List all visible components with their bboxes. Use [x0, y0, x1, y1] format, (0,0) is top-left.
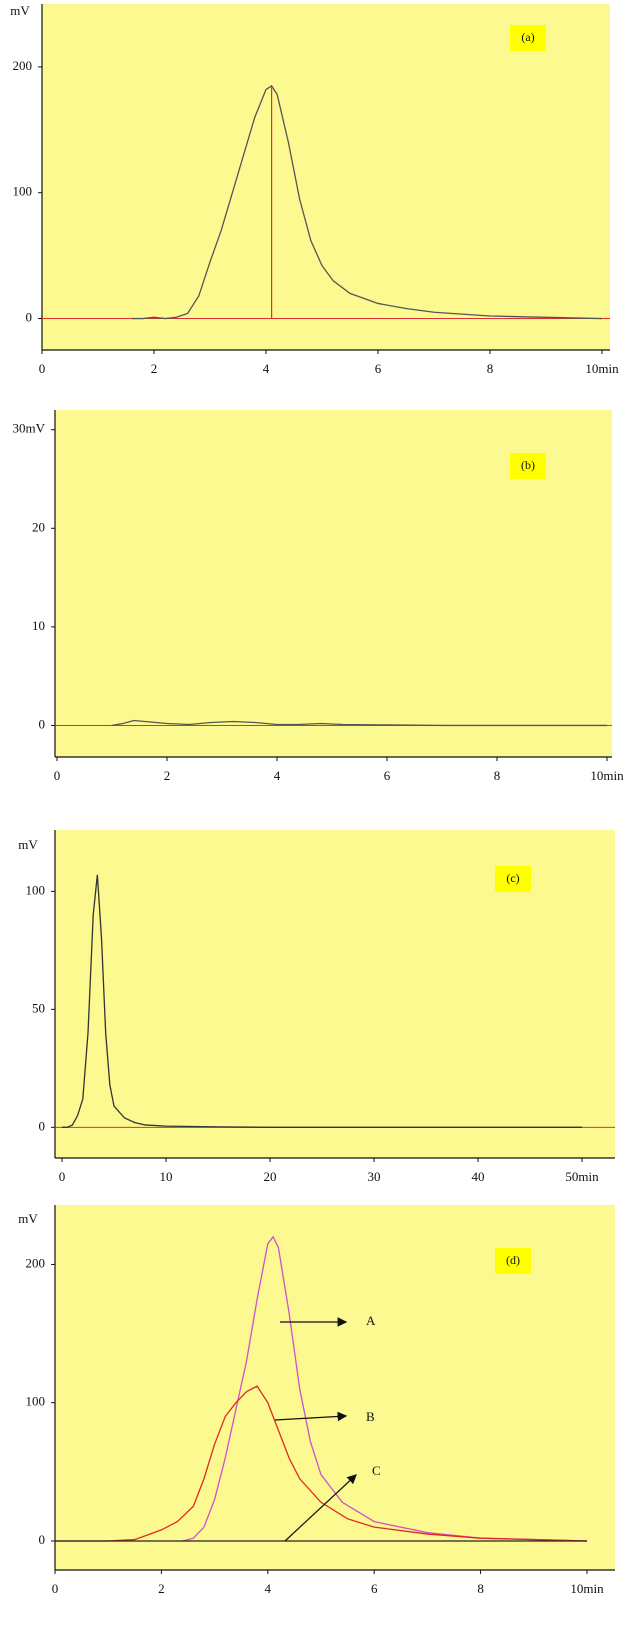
series-line [182, 1235, 588, 1542]
y-tick-label: 0 [39, 716, 46, 731]
x-tick-label: 30 [368, 1169, 381, 1184]
backgrounds [42, 4, 615, 1570]
y-tick-label: 200 [13, 58, 33, 73]
y-tick-label: 10 [32, 618, 45, 633]
y-tick-label: 200 [26, 1255, 46, 1270]
x-tick-label: 2 [164, 768, 171, 783]
x-tick-label: 4 [274, 768, 281, 783]
annotation: (b) [521, 458, 535, 472]
series-line [55, 1385, 588, 1542]
annotation-box [510, 453, 546, 479]
x-tick-label: 10 [160, 1169, 173, 1184]
x-tick-label: 4 [265, 1581, 272, 1596]
x-tick-label: 2 [158, 1581, 165, 1596]
series-label: C [372, 1463, 381, 1478]
y-tick-label: 0 [39, 1118, 46, 1133]
x-tick-label: 2 [151, 361, 158, 376]
annotation-box [495, 1248, 531, 1274]
x-tick-label: 8 [494, 768, 501, 783]
plot-area [42, 4, 610, 350]
annotation-box [495, 866, 531, 892]
y-tick-label: 30mV [13, 421, 46, 436]
y-axis-label: mV [10, 3, 30, 18]
y-tick-label: 100 [13, 184, 33, 199]
x-tick-label: 10min [570, 1581, 604, 1596]
series-label: B [366, 1409, 375, 1424]
data-line [131, 84, 603, 320]
x-tick-label: 6 [371, 1581, 378, 1596]
annotation-box [510, 25, 546, 51]
x-tick-label: 50min [565, 1169, 599, 1184]
x-tick-label: 0 [52, 1581, 59, 1596]
x-tick-label: 10min [585, 361, 619, 376]
y-tick-label: 100 [26, 882, 46, 897]
y-tick-label: 0 [26, 310, 33, 325]
annotation: (c) [506, 871, 519, 885]
x-tick-label: 4 [263, 361, 270, 376]
data-line [111, 719, 607, 727]
x-tick-label: 10min [590, 768, 624, 783]
x-tick-label: 6 [375, 361, 382, 376]
arrow [274, 1411, 348, 1422]
y-tick-label: 20 [32, 519, 45, 534]
x-tick-label: 40 [472, 1169, 485, 1184]
x-tick-label: 0 [59, 1169, 66, 1184]
y-tick-label: 100 [26, 1394, 46, 1409]
data-line [62, 874, 582, 1128]
y-axis-label: mV [18, 837, 38, 852]
y-axis-label: mV [18, 1211, 38, 1226]
x-tick-label: 0 [54, 768, 61, 783]
x-tick-label: 6 [384, 768, 391, 783]
annotation: (d) [506, 1253, 520, 1267]
annotation: (a) [521, 30, 534, 44]
x-tick-label: 0 [39, 361, 46, 376]
foreground [274, 1317, 357, 1542]
y-tick-label: 0 [39, 1532, 46, 1547]
x-tick-label: 8 [477, 1581, 484, 1596]
series-label: A [366, 1313, 376, 1328]
x-tick-label: 20 [264, 1169, 277, 1184]
y-tick-label: 50 [32, 1000, 45, 1015]
arrow [284, 1474, 357, 1542]
x-tick-label: 8 [487, 361, 494, 376]
